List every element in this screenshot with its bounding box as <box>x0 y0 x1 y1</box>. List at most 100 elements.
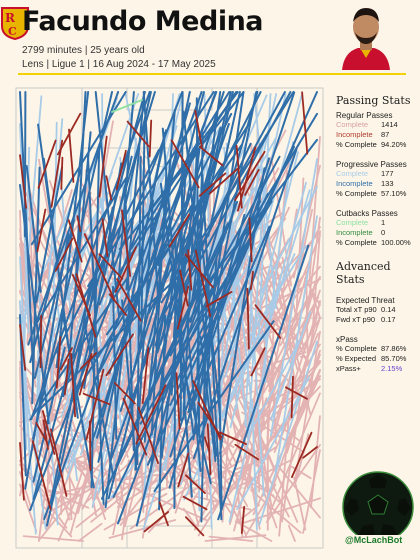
progressive-incomplete-pass <box>169 157 271 458</box>
progressive-incomplete-pass <box>24 233 70 490</box>
stat-label: Complete <box>336 218 369 227</box>
progressive-incomplete-pass <box>125 91 146 291</box>
regular-incomplete-pass <box>184 474 206 495</box>
regular-complete-pass <box>310 415 321 509</box>
regular-incomplete-pass <box>290 431 313 479</box>
regular-complete-pass <box>268 338 282 390</box>
regular-incomplete-pass <box>76 215 82 233</box>
progressive-incomplete-pass <box>55 149 160 354</box>
stat-label: Fwd xT p90 <box>336 315 376 324</box>
regular-incomplete-pass <box>141 346 150 405</box>
regular-incomplete-pass <box>236 146 257 212</box>
progressive-incomplete-pass <box>97 129 167 463</box>
progressive-incomplete-pass <box>27 91 120 346</box>
regular-complete-pass <box>233 405 251 458</box>
regular-incomplete-pass <box>234 443 260 461</box>
regular-incomplete-pass <box>198 172 227 197</box>
regular-incomplete-pass <box>83 233 116 301</box>
regular-complete-pass <box>202 455 275 497</box>
regular-incomplete-pass <box>35 422 48 443</box>
title-underline <box>18 73 406 75</box>
progressive-incomplete-pass <box>94 91 120 318</box>
progressive-incomplete-pass <box>216 301 223 511</box>
regular-incomplete-pass <box>36 208 47 253</box>
progressive-incomplete-pass <box>140 121 146 349</box>
regular-incomplete-pass <box>105 333 134 377</box>
regular-incomplete-pass <box>98 253 124 280</box>
regular-incomplete-pass <box>42 419 49 450</box>
progressive-incomplete-pass <box>68 131 92 353</box>
regular-complete-pass <box>37 492 46 542</box>
regular-incomplete-pass <box>187 249 193 291</box>
regular-incomplete-pass <box>19 154 28 209</box>
regular-incomplete-pass <box>184 516 205 537</box>
regular-incomplete-pass <box>19 441 25 501</box>
passing-stats-title: Passing Stats <box>336 94 411 107</box>
regular-incomplete-pass <box>68 128 75 183</box>
regular-complete-pass <box>250 489 302 534</box>
regular-complete-pass <box>302 449 321 534</box>
regular-incomplete-pass <box>249 270 254 291</box>
header: R C Facundo Medina 2799 minutes | 25 yea… <box>0 0 420 76</box>
regular-incomplete-pass <box>115 149 127 191</box>
progressive-complete-pass <box>183 331 264 501</box>
regular-incomplete-pass <box>57 112 82 156</box>
stat-value: 1414 <box>381 120 398 129</box>
regular-incomplete-pass <box>54 237 74 272</box>
regular-incomplete-pass <box>197 401 223 439</box>
regular-complete-pass <box>129 478 201 530</box>
regular-complete-pass <box>19 424 64 485</box>
progressive-incomplete-pass <box>192 91 245 441</box>
progressive-incomplete-pass <box>97 112 233 375</box>
progressive-incomplete-pass <box>104 339 125 509</box>
regular-complete-pass <box>204 534 267 542</box>
progressive-incomplete-pass <box>96 102 191 439</box>
stat-row: Total xT p90 0.14 <box>336 305 420 315</box>
progressive-incomplete-pass <box>118 91 238 274</box>
regular-incomplete-pass <box>244 168 260 196</box>
player-photo <box>342 8 390 70</box>
stat-label: Complete <box>336 169 369 178</box>
progressive-passes-title: Progressive Passes <box>336 160 407 169</box>
progressive-incomplete-pass <box>136 156 142 466</box>
progressive-complete-pass <box>232 226 238 410</box>
progressive-incomplete-pass <box>87 155 105 505</box>
regular-incomplete-pass <box>39 314 43 369</box>
svg-text:C: C <box>8 25 17 38</box>
stat-label: Incomplete <box>336 228 373 237</box>
progressive-incomplete-pass <box>19 314 27 477</box>
stat-value: 0.17 <box>381 315 396 324</box>
regular-incomplete-pass <box>240 505 246 535</box>
bot-logo <box>342 471 414 543</box>
progressive-incomplete-pass <box>188 91 232 266</box>
stat-value: 87 <box>381 130 390 139</box>
stat-value: 133 <box>381 179 394 188</box>
regular-complete-pass <box>293 476 307 531</box>
regular-incomplete-pass <box>105 175 113 201</box>
regular-incomplete-pass <box>248 217 253 263</box>
progressive-complete-pass <box>260 186 318 295</box>
stat-row: Fwd xT p90 0.17 <box>336 315 420 325</box>
progressive-incomplete-pass <box>193 138 318 301</box>
progressive-complete-pass <box>274 215 318 473</box>
regular-incomplete-pass <box>290 375 294 419</box>
regular-complete-pass <box>257 412 261 493</box>
stat-label: Complete <box>336 120 369 129</box>
regular-incomplete-pass <box>208 168 239 195</box>
regular-complete-pass <box>301 299 321 382</box>
progressive-incomplete-pass <box>149 250 178 473</box>
regular-incomplete-pass <box>184 253 214 289</box>
regular-incomplete-pass <box>175 372 181 430</box>
stat-label: Incomplete <box>336 130 373 139</box>
regular-incomplete-pass <box>301 91 309 155</box>
stat-row: % Expected 85.70% <box>336 354 420 364</box>
regular-incomplete-pass <box>60 156 64 190</box>
advanced-stats-title: Advanced Stats <box>336 260 391 286</box>
progressive-incomplete-pass <box>31 166 41 405</box>
regular-incomplete-pass <box>194 109 203 148</box>
regular-incomplete-pass <box>55 336 62 389</box>
progressive-incomplete-pass <box>159 182 195 438</box>
regular-complete-pass <box>295 433 310 483</box>
progressive-incomplete-pass <box>33 176 128 329</box>
progressive-incomplete-pass <box>149 180 192 385</box>
